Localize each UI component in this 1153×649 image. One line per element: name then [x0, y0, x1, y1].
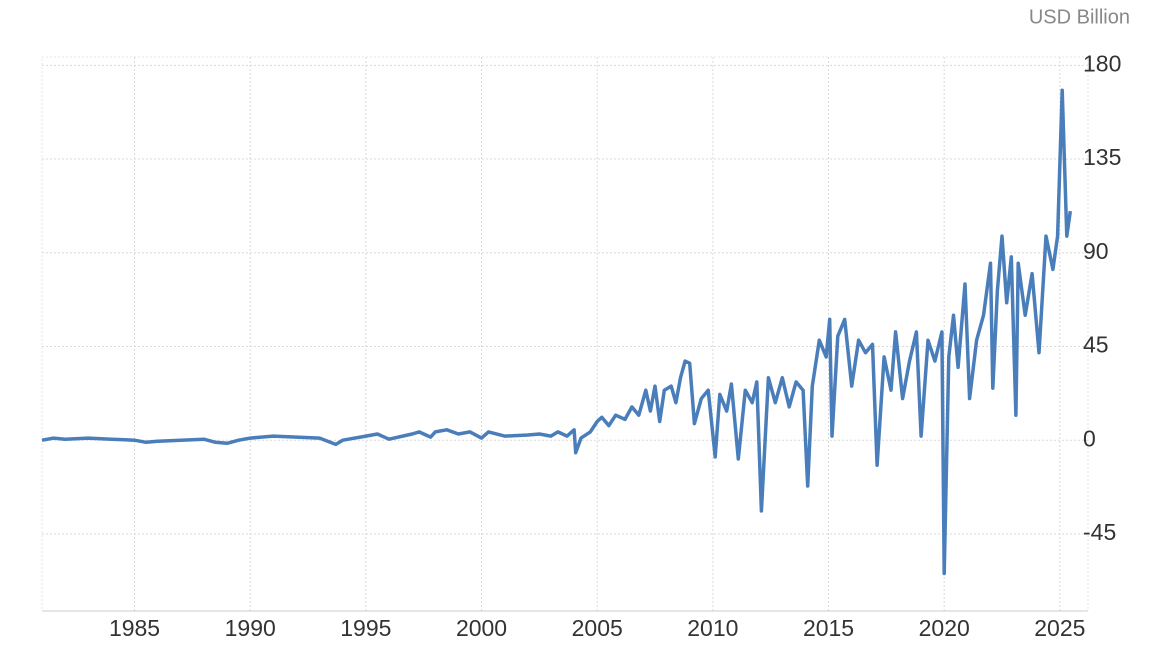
x-tick-label: 1995 [340, 615, 391, 641]
x-tick-label: 2010 [687, 615, 738, 641]
plot-frame [41, 56, 1089, 612]
y-tick-label: 180 [1083, 50, 1121, 76]
x-tick-label: 2015 [803, 615, 854, 641]
data-line [41, 88, 1073, 576]
x-tick-label: 2020 [919, 615, 970, 641]
y-tick-label: 0 [1083, 425, 1096, 451]
y-tick-label: -45 [1083, 519, 1116, 545]
y-tick-label: 45 [1083, 332, 1109, 358]
unit-label: USD Billion [1029, 6, 1130, 28]
y-tick-label: 135 [1083, 144, 1121, 170]
y-tick-label: 90 [1083, 238, 1109, 264]
x-tick-label: 1990 [225, 615, 276, 641]
x-tick-label: 2025 [1034, 615, 1085, 641]
x-tick-label: 1985 [109, 615, 160, 641]
x-tick-label: 2005 [572, 615, 623, 641]
x-tick-label: 2000 [456, 615, 507, 641]
